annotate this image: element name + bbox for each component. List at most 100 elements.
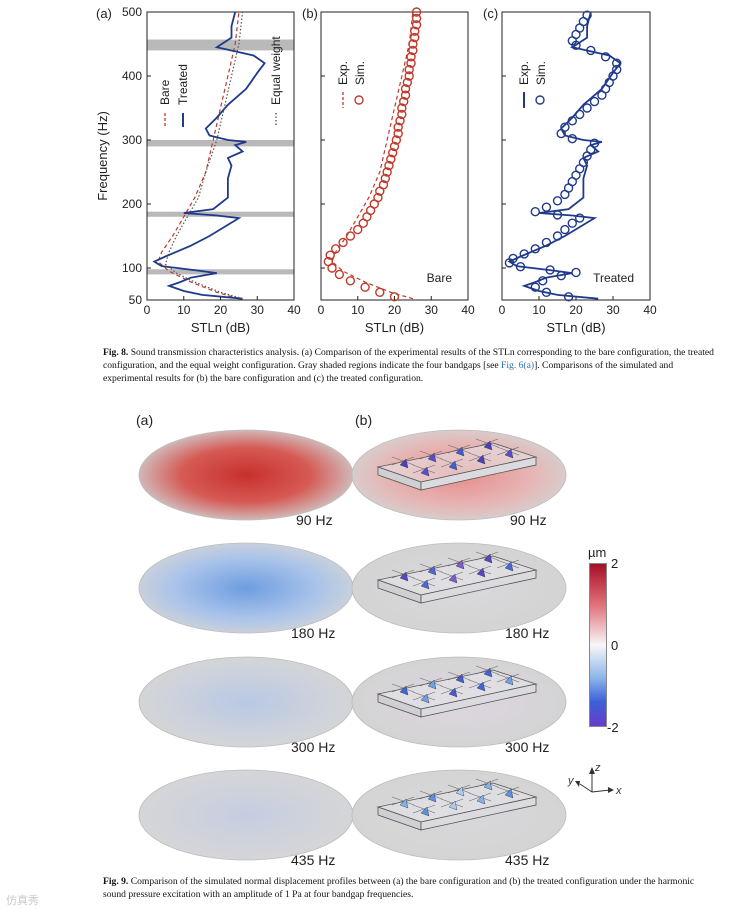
panel-c-x-tick-label: 40 (643, 303, 657, 317)
figure-6a-link[interactable]: Fig. 6(a) (501, 360, 535, 371)
figure-8-caption-label: Fig. 8. (103, 347, 129, 358)
lattice-strut (447, 784, 471, 794)
panel-c-sim-marker (582, 10, 592, 20)
panel-b-sim-marker (360, 282, 370, 292)
figure-8-caption: Fig. 8. Sound transmission characteristi… (103, 346, 715, 385)
panel-b-sim-marker (345, 276, 356, 286)
panel-b-sim-marker (395, 116, 405, 126)
panel-b-legend-sim-label: Sim. (353, 61, 367, 85)
panel-c-sim-marker (575, 109, 585, 120)
panel-c-sim-marker (541, 237, 552, 248)
panel-c-sim-marker (508, 253, 518, 264)
resonator-mass (504, 675, 514, 686)
resonator-mass (448, 573, 458, 584)
panel-a-x-tick-label: 0 (144, 303, 151, 317)
panel-c-axes-frame (501, 11, 651, 301)
panel-b-sim-marker (397, 103, 407, 113)
panel-a-bandgap-0 (147, 269, 294, 275)
lattice-strut (496, 673, 520, 683)
lattice-strut (440, 685, 464, 695)
panel-b-sim-marker (398, 96, 409, 107)
panel-c-x-tick-label: 0 (499, 303, 506, 317)
panel-label-a: (a) (96, 6, 112, 21)
panel-a-y-tick-label: 400 (122, 69, 142, 83)
figure-9-caption-text: Comparison of the simulated normal displ… (103, 876, 695, 900)
panel-b-sim-marker (400, 84, 411, 94)
triad-x-axis (591, 789, 611, 793)
resonator-mass (448, 687, 458, 698)
figure-9-plates (138, 429, 567, 861)
panel-c-sim-marker (538, 276, 548, 286)
lattice-strut (412, 691, 436, 701)
bare-freq-label-180: 180 Hz (291, 625, 336, 641)
panel-b-sim-marker (408, 45, 418, 56)
panel-c-sim-marker (530, 282, 540, 292)
lattice-strut (447, 444, 471, 454)
panel-c-sim-marker (560, 122, 570, 132)
colorbar-unit: µm (588, 545, 607, 560)
resonator-mass (455, 786, 465, 797)
panel-b-sim-marker (402, 77, 413, 88)
panel-b-sim-marker (393, 128, 403, 139)
panel-b-sim-marker (331, 244, 341, 254)
resonator-mass (455, 559, 465, 570)
resonator-mass (427, 679, 437, 690)
panel-c-sim-marker (612, 58, 622, 68)
panel-a-legend-equal-weight-label: Equal weight (269, 36, 283, 105)
lattice-strut (412, 804, 436, 814)
triad-x-label: x (615, 785, 622, 797)
resonator-mass (476, 454, 486, 465)
lattice-strut (468, 565, 492, 575)
treated-plate-group-180hz (351, 542, 567, 634)
panel-b-sim-marker (410, 26, 420, 36)
resonator-mass (399, 571, 409, 582)
resonator-mass (399, 685, 409, 696)
treated-freq-label-435: 435 Hz (505, 852, 550, 868)
lattice-strut (468, 452, 492, 462)
panel-c-sim-marker (600, 52, 611, 62)
panel-b-legend-exp-label: Exp. (336, 61, 350, 85)
panel-b-sim-marker (410, 32, 420, 43)
resonator-mass (420, 579, 430, 590)
colorbar-tick-max: 2 (611, 556, 619, 571)
panel-a-bandgap-2 (147, 140, 294, 147)
panel-a-legend-bare-label: Bare (158, 79, 172, 105)
triad-z-label: z (594, 762, 601, 774)
panel-a-y-tick-label: 100 (122, 261, 142, 275)
panel-b-sim-marker (345, 231, 356, 241)
panel-c-legend-sim-swatch (535, 95, 545, 105)
panel-a-x-tick-label: 30 (251, 303, 265, 317)
bare-plate-300hz (138, 656, 354, 748)
lattice-strut (475, 438, 499, 448)
panel-c-sim-marker (519, 249, 529, 259)
colorbar-tick-min: -2 (607, 720, 619, 735)
panel-c-sim-marker (545, 265, 555, 275)
figure-9-panel-a-label: (a) (136, 412, 154, 428)
bare-plate-90hz (138, 429, 354, 521)
lattice-strut (468, 792, 492, 802)
panel-c-sim-marker (556, 270, 566, 281)
panel-b-sim-marker (404, 71, 414, 81)
lattice-side-front-90hz (420, 456, 537, 491)
panel-c-sim-marker (582, 103, 592, 113)
panel-c-exp-line (507, 11, 622, 300)
resonator-mass (420, 466, 430, 477)
panel-b-sim-marker (338, 237, 348, 248)
panel-a-x-tick-label: 40 (287, 303, 301, 317)
resonator-mass (448, 460, 458, 471)
lattice-strut (391, 456, 415, 466)
resonator-mass (483, 667, 493, 678)
panel-b-sim-marker (373, 192, 383, 203)
panel-c-sim-marker (552, 210, 563, 220)
panel-c-sim-marker (552, 196, 563, 206)
bare-freq-label-435: 435 Hz (291, 852, 336, 868)
panel-c-sim-marker (530, 244, 540, 254)
panel-b-annotation: Bare (427, 271, 453, 285)
resonator-mass (476, 681, 486, 692)
panel-b-sim-marker (389, 292, 400, 302)
panel-c-sim-marker (567, 134, 577, 144)
watermark: 仿真秀 (6, 895, 39, 907)
panel-b-sim-marker (397, 109, 407, 120)
lattice-strut (440, 458, 464, 468)
panel-a-y-axis-label: Frequency (Hz) (95, 111, 110, 201)
